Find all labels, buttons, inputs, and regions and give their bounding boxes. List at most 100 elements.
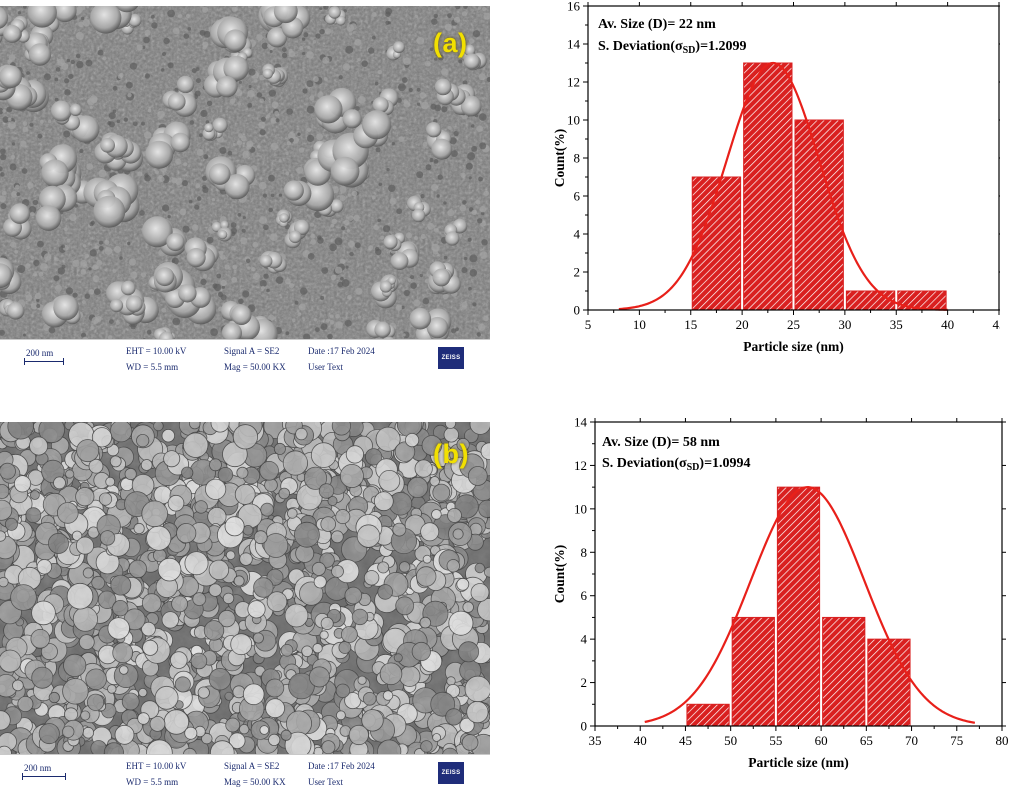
- sem-cluster: [372, 96, 389, 114]
- x-tick-label: 45: [993, 317, 1001, 332]
- sem-grain: [187, 27, 191, 31]
- sem-grain: [68, 73, 74, 80]
- sem-grain: [25, 294, 33, 301]
- sem-cluster: [302, 179, 335, 212]
- sem-grain: [385, 7, 393, 15]
- sem-grain: [461, 11, 468, 17]
- scale-label-b: 200 nm: [24, 763, 52, 773]
- sem-grain: [217, 291, 224, 298]
- sem-grain: [437, 174, 443, 180]
- sem-grain: [300, 287, 308, 295]
- sem-cluster: [390, 252, 409, 271]
- sem-grain: [163, 37, 170, 45]
- sem-grain: [232, 264, 238, 270]
- eht-text-b: EHT = 10.00 kV: [126, 761, 187, 771]
- sem-grain: [465, 162, 473, 170]
- sem-grain: [160, 13, 164, 17]
- sem-grain: [340, 258, 346, 265]
- sem-grain: [296, 166, 304, 174]
- date-text-b: Date :17 Feb 2024: [308, 761, 375, 771]
- sem-grain: [270, 142, 279, 151]
- y-tick-label: 10: [574, 501, 587, 516]
- sem-grain: [319, 28, 325, 35]
- sem-grain: [90, 325, 95, 330]
- sem-cluster: [434, 78, 452, 96]
- sem-grain: [285, 331, 290, 336]
- sem-grain: [245, 258, 251, 263]
- sem-grain: [202, 184, 207, 190]
- sem-grain: [247, 90, 255, 98]
- sem-cluster: [362, 110, 392, 140]
- sem-grain: [235, 89, 243, 97]
- sem-grain: [377, 218, 382, 223]
- sem-grain: [371, 12, 377, 17]
- avg-size-b: Av. Size (D)= 58 nm: [602, 435, 720, 450]
- sem-grain: [378, 182, 383, 187]
- sem-cluster: [9, 203, 31, 224]
- sem-grain: [182, 180, 188, 187]
- sem-grain: [447, 209, 455, 217]
- sem-grain: [80, 332, 87, 338]
- sem-grain: [227, 150, 233, 156]
- sem-grain: [261, 42, 269, 50]
- sem-grain: [61, 264, 66, 269]
- sem-grain: [32, 199, 39, 206]
- sem-grain: [200, 278, 207, 286]
- sem-grain: [237, 213, 242, 217]
- sem-grain: [258, 181, 267, 190]
- sem-grain: [319, 7, 323, 11]
- sem-grain: [361, 60, 369, 67]
- sem-grain: [238, 298, 244, 305]
- sem-grain: [91, 97, 98, 104]
- sem-grain: [240, 237, 248, 245]
- sem-grain: [143, 131, 152, 139]
- sem-grain: [401, 77, 408, 83]
- sem-cluster: [90, 6, 122, 34]
- sem-grain: [303, 32, 309, 38]
- sem-grain: [344, 319, 352, 327]
- sem-grain: [327, 333, 333, 340]
- sem-grain: [2, 116, 9, 123]
- sem-cluster: [393, 41, 405, 54]
- sem-grain: [349, 251, 354, 257]
- sem-grain: [85, 59, 93, 67]
- sem-grain: [416, 102, 421, 106]
- sem-cluster: [267, 27, 288, 48]
- sem-grain: [92, 264, 98, 271]
- sem-grain: [92, 275, 100, 283]
- sem-grain: [330, 238, 334, 242]
- sem-grain: [40, 263, 48, 271]
- sem-grain: [475, 199, 481, 205]
- sem-cluster: [28, 43, 52, 66]
- sem-grain: [54, 97, 59, 102]
- sigma-sub-a: SD: [682, 45, 696, 56]
- sem-grain: [224, 264, 230, 270]
- sem-grain: [48, 119, 52, 124]
- sem-grain: [408, 87, 413, 93]
- sem-grain: [10, 154, 16, 160]
- sem-grain: [441, 106, 448, 113]
- sem-grain: [65, 287, 73, 295]
- sem-cluster: [27, 6, 57, 28]
- sem-cluster: [69, 103, 82, 116]
- sem-grain: [28, 206, 37, 214]
- sem-grain: [252, 241, 259, 248]
- sem-grain: [302, 88, 308, 94]
- sem-grain: [43, 73, 51, 81]
- sem-grain: [97, 49, 104, 56]
- sem-grain: [202, 45, 207, 50]
- sem-grain: [66, 58, 71, 63]
- sem-grain: [320, 323, 328, 331]
- sem-grain: [455, 327, 459, 332]
- sem-grain: [431, 18, 438, 25]
- sem-grain: [458, 59, 463, 64]
- sem-grain: [144, 173, 149, 178]
- sem-grain: [458, 233, 463, 238]
- sem-grain: [410, 275, 415, 280]
- sem-grain: [150, 14, 155, 19]
- sem-grain: [339, 185, 347, 193]
- sem-grain: [275, 276, 284, 285]
- sem-grain: [82, 18, 91, 27]
- sem-grain: [133, 121, 138, 127]
- sem-grain: [16, 192, 21, 197]
